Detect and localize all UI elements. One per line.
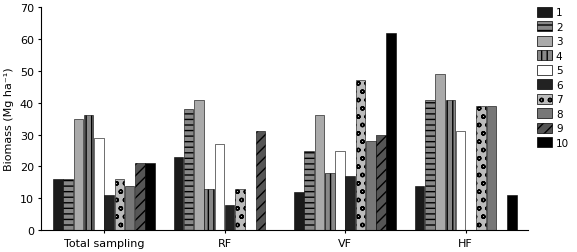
Bar	[84, 116, 93, 230]
Bar	[125, 186, 134, 230]
Bar	[507, 195, 516, 230]
Bar	[215, 145, 224, 230]
Bar	[435, 75, 445, 230]
Bar	[314, 116, 324, 230]
Bar	[256, 132, 265, 230]
Bar	[366, 141, 376, 230]
Bar	[235, 189, 245, 230]
Bar	[174, 157, 183, 230]
Bar	[184, 110, 193, 230]
Bar	[325, 173, 335, 230]
Bar	[204, 189, 214, 230]
Bar	[356, 81, 365, 230]
Legend: 1, 2, 3, 4, 5, 6, 7, 8, 9, 10: 1, 2, 3, 4, 5, 6, 7, 8, 9, 10	[533, 4, 573, 152]
Bar	[425, 100, 434, 230]
Bar	[94, 138, 103, 230]
Bar	[477, 107, 486, 230]
Bar	[135, 164, 145, 230]
Bar	[73, 119, 83, 230]
Y-axis label: Biomass (Mg ha⁻¹): Biomass (Mg ha⁻¹)	[4, 68, 14, 171]
Bar	[456, 132, 466, 230]
Bar	[376, 135, 386, 230]
Bar	[387, 34, 396, 230]
Bar	[104, 195, 114, 230]
Bar	[225, 205, 234, 230]
Bar	[294, 192, 304, 230]
Bar	[53, 179, 62, 230]
Bar	[335, 151, 345, 230]
Bar	[346, 176, 355, 230]
Bar	[305, 151, 314, 230]
Bar	[114, 179, 124, 230]
Bar	[63, 179, 73, 230]
Bar	[445, 100, 455, 230]
Bar	[145, 164, 155, 230]
Bar	[486, 107, 496, 230]
Bar	[415, 186, 424, 230]
Bar	[194, 100, 204, 230]
